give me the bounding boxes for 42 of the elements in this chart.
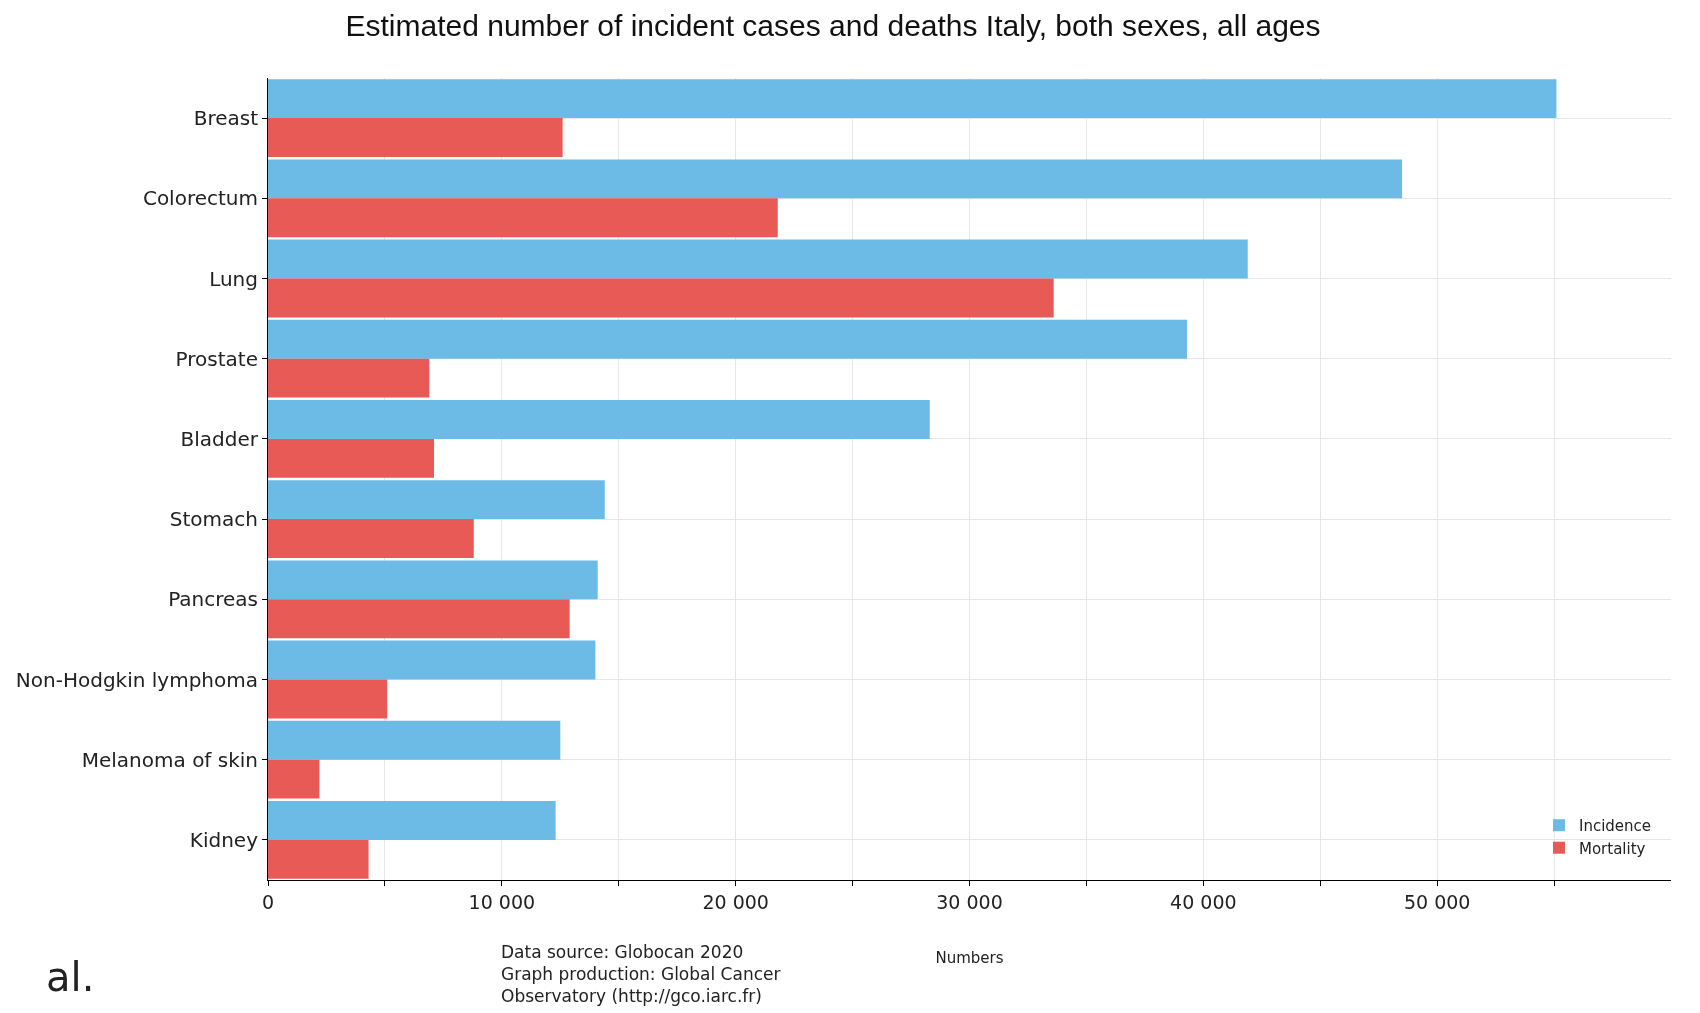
y-tick-label: Melanoma of skin <box>81 747 258 772</box>
y-tick-label: Breast <box>193 106 259 131</box>
x-tick-label: 40 000 <box>1170 890 1237 913</box>
bar <box>268 400 930 439</box>
bar <box>268 198 778 238</box>
legend-label: Incidence <box>1578 817 1652 836</box>
legend-label: Mortality <box>1578 839 1646 858</box>
x-tick-label: 30 000 <box>936 890 1003 913</box>
bar <box>268 839 369 879</box>
bar <box>268 560 598 600</box>
bar <box>268 679 388 719</box>
bar <box>268 720 561 760</box>
bar <box>268 519 474 558</box>
x-tick-label: 10 000 <box>468 890 536 913</box>
x-tick-label: 20 000 <box>702 890 769 913</box>
y-tick-label: Stomach <box>169 507 258 532</box>
source-note: Data source: Globocan 2020 Graph production: Global Cancer Observatory (http://gco.iarc.fr) <box>501 942 781 1007</box>
bar <box>268 239 1248 279</box>
bar <box>268 159 1403 199</box>
bar <box>268 759 320 799</box>
y-tick-label: Prostate <box>175 346 258 371</box>
bar <box>268 278 1054 318</box>
text: al. <box>46 954 95 1000</box>
bar <box>268 438 435 478</box>
y-tick-label: Colorectum <box>142 186 258 211</box>
x-tick-label: 0 <box>261 890 275 913</box>
y-tick-label: Pancreas <box>168 587 258 612</box>
bar <box>268 599 570 639</box>
bar <box>268 319 1187 359</box>
y-tick-label: Non-Hodgkin lymphoma <box>15 667 258 692</box>
y-tick-label: Lung <box>209 266 258 291</box>
bar <box>268 358 430 398</box>
bar <box>268 801 556 840</box>
bar <box>268 640 596 680</box>
y-tick-label: Kidney <box>189 827 259 852</box>
chart-title: Estimated number of incident cases and deaths Italy, both sexes, all ages <box>345 9 1321 43</box>
bar <box>268 118 563 157</box>
y-tick-label: Bladder <box>180 426 259 451</box>
x-axis-title: Numbers <box>935 948 1004 967</box>
bar <box>268 480 605 520</box>
bar <box>268 79 1557 119</box>
x-tick-label: 50 000 <box>1403 890 1471 913</box>
